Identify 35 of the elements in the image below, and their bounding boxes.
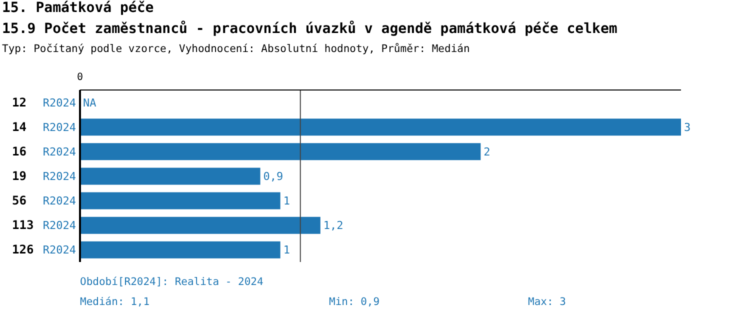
- text: 0: [77, 72, 84, 83]
- bar: [80, 192, 280, 210]
- bar: [80, 241, 280, 258]
- data-label: 1: [283, 194, 290, 208]
- y-tick-label: 14: [12, 120, 26, 134]
- text: Max: 3: [528, 296, 566, 308]
- y-tick-label: 113: [12, 218, 34, 232]
- data-label: 2: [484, 145, 490, 158]
- bar: [80, 168, 260, 185]
- text: R2024: [42, 244, 76, 257]
- text: Období[R2024]: Realita - 2024: [80, 276, 264, 288]
- chart-subtitle: 15.9 Počet zaměstnanců - pracovních úvazků v agendě památková péče celkem: [2, 21, 618, 37]
- text: Typ: Počítaný podle vzorce, Vyhodnocení: Absolutní hodnoty, Průměr: Medián: [2, 43, 470, 55]
- bar: [80, 118, 681, 136]
- chart-title: 15. Památková péče: [2, 0, 154, 16]
- text: Medián: 1,1: [80, 296, 150, 308]
- text: NA: [83, 96, 96, 110]
- y-tick-label: 19: [12, 169, 26, 183]
- y-tick-label: 56: [12, 194, 26, 208]
- text: R2024: [42, 170, 76, 183]
- data-label: 0,9: [263, 170, 284, 183]
- y-tick-label: 12: [12, 95, 26, 110]
- series-label: R2024: [42, 120, 76, 134]
- text: R2024: [42, 219, 76, 232]
- y-tick-label: 126: [12, 242, 34, 257]
- bar: [80, 216, 320, 234]
- data-label: 1: [283, 244, 290, 257]
- text: R2024: [42, 96, 76, 110]
- text: R2024: [42, 145, 76, 158]
- data-label: 3: [684, 120, 691, 134]
- text: R2024: [42, 194, 76, 208]
- data-label: 1,2: [323, 219, 344, 232]
- bar: [80, 143, 481, 160]
- y-tick-label: 16: [12, 144, 26, 158]
- text: Min: 0,9: [329, 296, 380, 308]
